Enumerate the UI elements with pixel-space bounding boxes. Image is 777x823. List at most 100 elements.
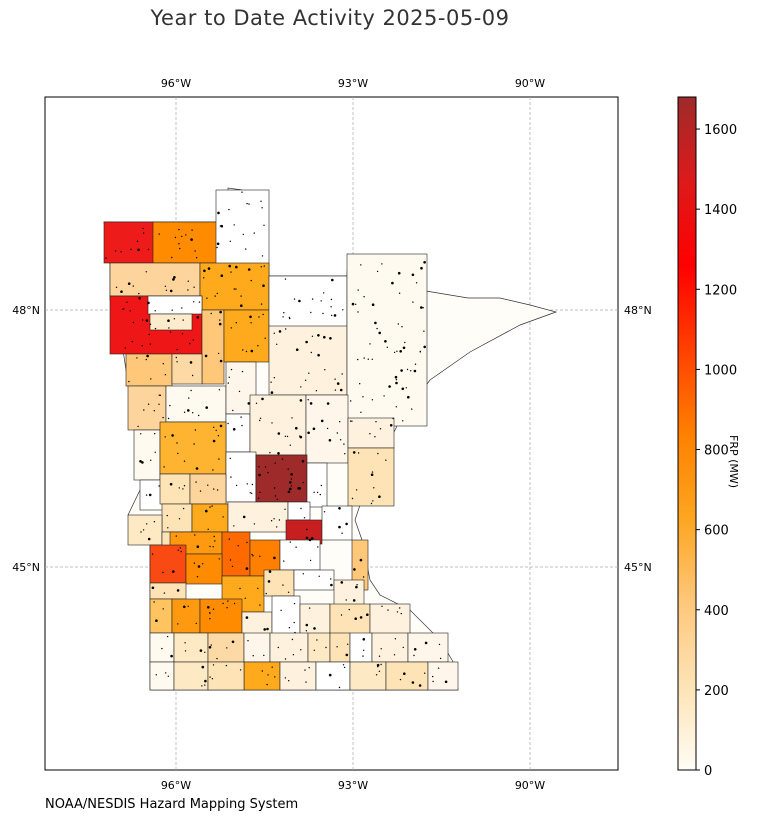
fire-point: [287, 591, 290, 593]
county-carlton: [347, 417, 395, 449]
fire-point: [244, 597, 246, 599]
county-becker: [165, 385, 227, 423]
fire-point: [176, 442, 178, 444]
county-dodge: [349, 632, 373, 663]
fire-point: [371, 303, 375, 307]
fire-point: [340, 581, 344, 584]
fire-point: [392, 417, 394, 420]
fire-point: [288, 316, 291, 319]
fire-point: [219, 310, 222, 314]
fire-point: [215, 429, 217, 432]
fire-point: [343, 666, 346, 669]
fire-point: [339, 421, 341, 423]
fire-point: [241, 370, 244, 373]
lat-tick-left-0: 48°N: [12, 304, 40, 317]
fire-point: [151, 586, 155, 590]
fire-point: [308, 607, 311, 609]
county-pipestone: [149, 632, 175, 663]
fire-point: [388, 385, 391, 388]
fire-point: [218, 558, 220, 560]
fire-point: [349, 420, 352, 422]
fire-point: [362, 396, 364, 398]
county-freeborn: [315, 661, 351, 691]
county-clearwater: [201, 309, 225, 385]
fire-point: [228, 264, 231, 268]
fire-point: [252, 555, 254, 557]
fire-point: [338, 686, 341, 689]
fire-point: [259, 417, 262, 419]
fire-point: [235, 288, 237, 290]
fire-point: [369, 343, 371, 345]
fire-point: [195, 481, 197, 483]
fire-point: [202, 563, 204, 565]
fire-point: [164, 436, 166, 438]
fire-point: [214, 540, 216, 542]
fire-point: [344, 453, 346, 455]
fire-point: [146, 354, 149, 358]
fire-point: [400, 369, 403, 372]
fire-point: [124, 347, 127, 349]
fire-point: [175, 535, 177, 537]
fire-point: [246, 483, 248, 485]
fire-point: [330, 583, 333, 587]
fire-point: [182, 319, 184, 321]
fire-point: [180, 550, 182, 553]
fire-point: [322, 312, 324, 315]
fire-point: [232, 428, 236, 431]
fire-point: [182, 488, 184, 490]
fire-point: [276, 498, 278, 501]
fire-point: [131, 340, 133, 343]
fire-point: [378, 495, 381, 499]
fire-point: [307, 399, 309, 401]
fire-point: [363, 296, 365, 298]
fire-point: [267, 674, 269, 676]
fire-point: [136, 240, 139, 242]
fire-point: [397, 271, 401, 275]
fire-point: [239, 669, 242, 671]
fire-point: [245, 350, 248, 353]
fire-point: [208, 646, 212, 649]
fire-point: [201, 665, 205, 669]
fire-point: [230, 271, 232, 273]
fire-point: [204, 651, 206, 653]
fire-point: [246, 541, 248, 544]
colorbar-ticks: 0 200 400 600 800 1000 1200 1400 1600: [696, 123, 737, 779]
fire-point: [241, 424, 243, 427]
fire-point: [381, 605, 383, 607]
county-clay: [127, 385, 167, 431]
fire-point: [366, 613, 369, 616]
fire-point: [404, 341, 406, 344]
fire-point: [369, 433, 371, 435]
fire-point: [396, 350, 398, 352]
fire-point: [306, 528, 308, 531]
fire-point: [323, 292, 325, 294]
fire-point: [291, 417, 293, 419]
fire-point: [196, 576, 199, 578]
fire-point: [210, 644, 212, 646]
fire-point: [203, 277, 205, 279]
fire-point: [177, 549, 179, 551]
county-mahnomen: [171, 353, 203, 385]
fire-point: [308, 372, 310, 374]
fire-point: [274, 462, 276, 464]
fire-point: [312, 427, 316, 431]
fire-point: [171, 434, 174, 437]
fire-point: [313, 627, 316, 630]
fire-point: [414, 363, 417, 365]
fire-point: [196, 316, 200, 319]
fire-point: [158, 485, 160, 487]
county-beltrami-s: [223, 309, 270, 363]
fire-point: [406, 368, 409, 371]
fire-point: [397, 323, 399, 325]
fire-point: [209, 506, 211, 508]
fire-point: [299, 435, 303, 439]
fire-point: [150, 378, 152, 380]
fire-point: [164, 285, 167, 287]
fire-point: [300, 649, 302, 651]
fire-point: [183, 485, 186, 487]
colorbar-tick-label: 1000: [704, 363, 737, 378]
fire-point: [348, 608, 350, 611]
county-rock: [149, 661, 175, 691]
fire-point: [187, 289, 189, 291]
fire-point: [261, 670, 263, 672]
